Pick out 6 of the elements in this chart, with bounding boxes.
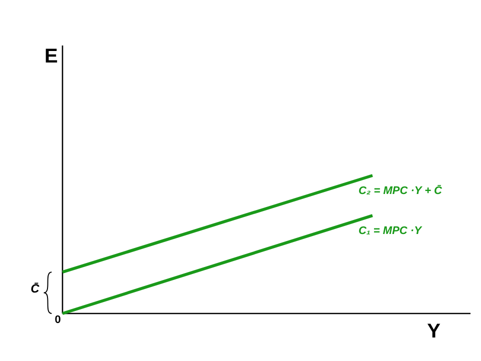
- text: C̄: [30, 282, 40, 296]
- series-label: C₂ = MPC ·Y + C̄: [358, 184, 444, 198]
- x-axis-title: Y: [427, 320, 442, 342]
- text: E: [44, 46, 58, 68]
- series-label: C₁ = MPC ·Y: [358, 225, 424, 238]
- text: 0: [54, 314, 61, 326]
